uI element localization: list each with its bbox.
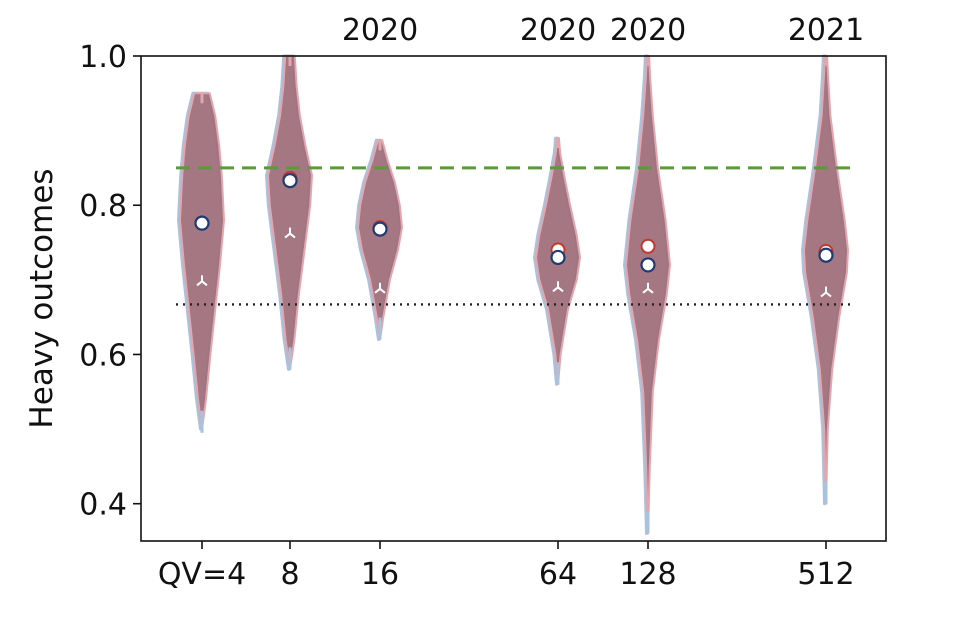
median-marker bbox=[284, 227, 296, 239]
median-marker bbox=[196, 275, 208, 287]
y-tick-label: 0.8 bbox=[79, 189, 127, 224]
y-tick-label: 1.0 bbox=[79, 40, 127, 75]
year-labels: 2020 2020 2020 2021 bbox=[342, 13, 864, 48]
y-tick-label: 0.4 bbox=[79, 488, 127, 523]
mean-marker-blue bbox=[640, 257, 656, 273]
x-tick-label: 512 bbox=[797, 557, 854, 592]
violin-body bbox=[267, 55, 313, 371]
x-tick-label: QV=4 bbox=[158, 557, 246, 592]
year-label: 2020 bbox=[342, 13, 418, 48]
median-marker bbox=[642, 282, 654, 294]
x-tick-label: 16 bbox=[361, 557, 399, 592]
y-axis: 0.4 0.6 0.8 1.0 bbox=[79, 40, 141, 523]
x-tick-label: 8 bbox=[280, 557, 299, 592]
mean-marker-blue bbox=[818, 247, 834, 263]
median-marker bbox=[552, 281, 564, 293]
mean-marker-blue bbox=[372, 221, 388, 237]
y-axis-label: Heavy outcomes bbox=[24, 168, 60, 428]
median-marker bbox=[820, 286, 832, 298]
x-tick-label: 128 bbox=[619, 557, 676, 592]
violin-body bbox=[357, 139, 403, 341]
x-axis: QV=4 8 16 64 128 512 bbox=[158, 541, 855, 592]
violin-body bbox=[625, 55, 671, 535]
mean-marker-red bbox=[640, 238, 656, 254]
y-tick-label: 0.6 bbox=[79, 338, 127, 373]
mean-marker-blue bbox=[282, 173, 298, 189]
mean-marker-blue bbox=[550, 249, 566, 266]
violins-layer bbox=[177, 54, 849, 535]
year-label: 2020 bbox=[520, 13, 596, 48]
violin-body bbox=[803, 55, 849, 505]
x-tick-label: 64 bbox=[539, 557, 577, 592]
plot-frame bbox=[140, 55, 887, 542]
median-marker bbox=[374, 282, 386, 294]
mean-marker-blue bbox=[194, 215, 210, 231]
reference-lines-layer bbox=[176, 166, 855, 306]
markers-layer bbox=[194, 170, 834, 298]
violin-body bbox=[179, 92, 225, 431]
year-label: 2021 bbox=[788, 13, 864, 48]
year-label: 2020 bbox=[610, 13, 686, 48]
